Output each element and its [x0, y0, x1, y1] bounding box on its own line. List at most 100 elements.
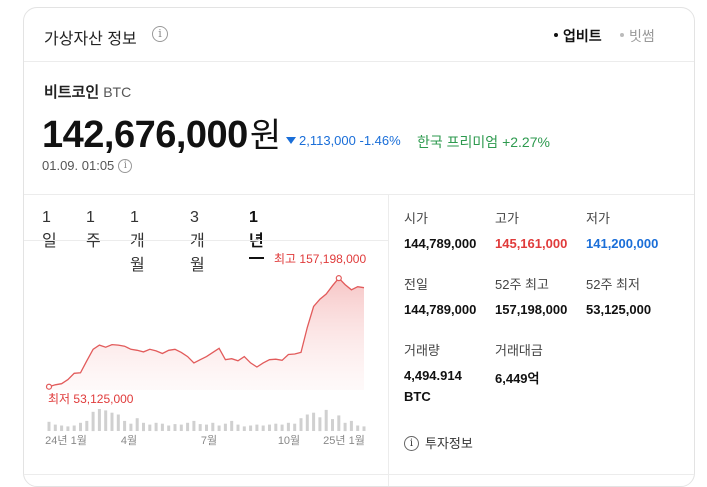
volume-bar: [66, 426, 70, 431]
volume-bar: [223, 423, 227, 431]
current-price: 142,676,000원: [42, 108, 281, 157]
premium-value: +2.27%: [502, 134, 550, 150]
volume-bar: [305, 414, 309, 431]
price-change: 2,113,000 -1.46%: [286, 133, 401, 148]
exchange-label: 빗썸: [629, 28, 655, 44]
volume-bar: [135, 418, 139, 431]
volume-bar: [312, 412, 316, 431]
coin-name: 비트코인 BTC: [44, 81, 131, 102]
volume-bar: [60, 425, 64, 431]
x-tick-label: 4월: [121, 434, 137, 447]
stat-label: 저가: [586, 211, 610, 226]
info-icon[interactable]: i: [118, 158, 133, 173]
divider: [24, 194, 694, 195]
tab-1d[interactable]: 1일: [42, 209, 57, 250]
volume-bar: [280, 424, 284, 431]
x-tick-label: 10월: [278, 434, 300, 447]
stat-value: 144,789,000: [404, 302, 477, 317]
volume-bar: [110, 412, 114, 431]
stat-item: 전일 144,789,000: [404, 274, 494, 317]
volume-bar: [192, 420, 196, 431]
volume-bar: [72, 425, 76, 431]
exchange-tab-bithumb[interactable]: 빗썸: [620, 26, 655, 46]
stat-label: 시가: [404, 211, 428, 226]
info-icon: i: [404, 436, 419, 452]
coin-name-text: 비트코인: [44, 84, 100, 101]
tabs-divider: [24, 240, 388, 241]
volume-bar: [337, 415, 341, 431]
divider: [388, 194, 389, 486]
chart-line: [48, 277, 365, 388]
change-amount: 2,113,000: [299, 133, 356, 148]
premium-label: 한국 프리미엄: [417, 134, 499, 150]
korea-premium: 한국 프리미엄 +2.27%: [417, 132, 550, 152]
stat-label: 52주 최고: [495, 277, 549, 292]
stat-item: 고가 145,161,000: [495, 208, 585, 251]
invest-info-label: 투자정보: [425, 436, 473, 451]
volume-bar: [198, 424, 202, 431]
change-percent: -1.46%: [359, 133, 401, 148]
price-unit: 원: [249, 117, 281, 155]
volume-bar: [179, 424, 183, 431]
volume-bar: [349, 420, 353, 431]
volume-bar: [173, 424, 177, 431]
stat-value: 144,789,000: [404, 236, 477, 251]
invest-info-link[interactable]: i 투자정보: [404, 433, 473, 452]
volume-bar: [318, 417, 322, 432]
tab-3m[interactable]: 3개월: [190, 209, 205, 274]
volume-bar: [274, 423, 278, 431]
volume-bar: [324, 409, 328, 431]
tab-1m[interactable]: 1개월: [130, 209, 145, 274]
max-marker: [335, 275, 342, 282]
x-tick-label: 25년 1월: [323, 434, 365, 447]
volume-bar: [343, 422, 347, 432]
stat-label: 52주 최저: [586, 277, 640, 292]
volume-bar: [129, 423, 133, 431]
volume-bar: [230, 420, 234, 431]
volume-bar: [293, 423, 297, 431]
volume-bar: [53, 424, 57, 431]
volume-bar: [286, 422, 290, 432]
stat-label: 고가: [495, 211, 519, 226]
inactive-dot-icon: [620, 33, 624, 38]
volume-bar: [97, 409, 101, 431]
volume-bar: [211, 422, 215, 432]
card-title: 가상자산 정보: [44, 31, 137, 48]
volume-bar: [123, 420, 127, 431]
volume-bar: [91, 411, 95, 432]
chart-area: [49, 278, 364, 390]
stat-value: 4,494.914: [404, 368, 462, 383]
stat-item: 저가 141,200,000: [586, 208, 676, 251]
crypto-info-card: 가상자산 정보 i 업비트 빗썸 비트코인 BTC 142,676,000원 2,…: [23, 7, 695, 487]
volume-bar: [268, 424, 271, 431]
volume-bar: [104, 410, 108, 431]
volume-bar: [148, 424, 152, 431]
x-tick-label: 7월: [201, 434, 217, 447]
volume-bar: [242, 426, 246, 431]
tab-1y[interactable]: 1년: [249, 209, 264, 259]
stat-value: 6,449억: [495, 371, 540, 386]
volume-bar: [79, 422, 82, 432]
exchange-label: 업비트: [563, 28, 602, 44]
coin-symbol: BTC: [103, 84, 132, 100]
volume-bar: [236, 424, 240, 431]
stat-unit: BTC: [404, 389, 431, 404]
stat-item: 거래대금 6,449억: [495, 340, 585, 387]
volume-bar: [205, 424, 208, 431]
stat-label: 거래대금: [495, 343, 543, 358]
timestamp-text: 01.09. 01:05: [42, 158, 115, 173]
volume-bar: [356, 425, 360, 431]
stat-value: 53,125,000: [586, 302, 652, 317]
volume-bar: [261, 425, 265, 431]
stat-value: 141,200,000: [586, 236, 659, 251]
volume-bar: [160, 423, 164, 431]
stat-item: 52주 최고 157,198,000: [495, 274, 585, 317]
tab-1w[interactable]: 1주: [86, 209, 101, 250]
volume-bar: [249, 425, 253, 431]
stat-label: 거래량: [404, 343, 440, 358]
volume-bar: [116, 414, 120, 431]
info-icon[interactable]: i: [152, 26, 168, 42]
exchange-tab-upbit[interactable]: 업비트: [554, 26, 602, 46]
max-label: 최고 157,198,000: [274, 252, 366, 266]
volume-bar: [255, 424, 259, 431]
